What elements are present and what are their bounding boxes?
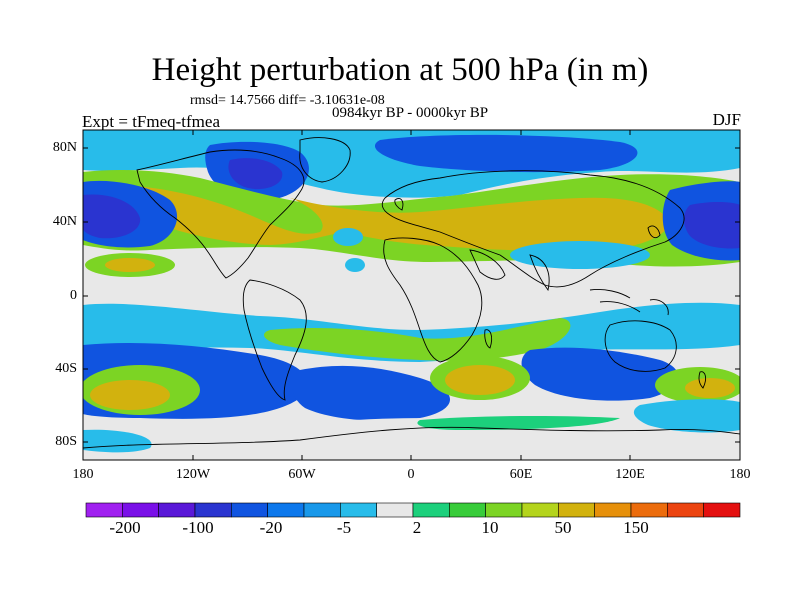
contour-field: [83, 130, 740, 460]
colorbar-swatch: [340, 502, 377, 518]
south-atlantic-high: [264, 318, 571, 361]
colorbar-swatch: [267, 502, 305, 518]
antarctica-coast: [83, 426, 740, 449]
axis-ticks: [82, 130, 741, 460]
colorbar-swatch: [521, 502, 559, 518]
colorbar-swatch: [594, 502, 632, 518]
colorbar-label: 50: [554, 518, 572, 537]
new-zealand-coast: [698, 371, 707, 389]
siberia-low: [374, 134, 638, 173]
experiment-label: Expt = tFmeq-tfmea: [82, 112, 221, 131]
south-indian-low: [521, 347, 679, 401]
lon-label-0: 0: [407, 467, 415, 482]
lat-label-80n: 80N: [52, 140, 77, 155]
lon-label-120w: 120W: [175, 467, 211, 482]
africa-coast: [383, 237, 483, 363]
canada-core-low: [228, 158, 283, 190]
south-america-coast: [242, 279, 307, 401]
arabia-coast: [469, 249, 506, 280]
antarctic-low-east: [633, 399, 740, 433]
eurasia-coast: [381, 170, 685, 288]
colorbar-swatch: [231, 502, 268, 518]
sio-high-core: [445, 365, 515, 395]
south-atlantic-low: [292, 365, 450, 421]
indo-blob: [510, 241, 650, 269]
colorbar-label: 10: [481, 518, 499, 537]
indonesia-coast: [589, 289, 669, 316]
lat-label-40s: 40S: [55, 361, 77, 376]
colorbar-swatch: [303, 502, 341, 518]
period-label: 0984kyr BP - 0000kyr BP: [331, 105, 489, 121]
colorbar-label: 150: [623, 518, 649, 537]
pacific-core-low-west: [83, 194, 141, 239]
colorbar-label: -20: [259, 518, 283, 537]
colorbar: [85, 502, 741, 518]
madagascar-coast: [484, 329, 493, 349]
colorbar-swatch: [194, 502, 232, 518]
colorbar-swatch: [630, 502, 668, 518]
lon-label-60w: 60W: [288, 467, 316, 482]
colorbar-swatch: [485, 502, 523, 518]
colorbar-swatch: [158, 502, 196, 518]
antarctic-ridge: [417, 415, 620, 430]
lat-label-80s: 80S: [55, 434, 77, 449]
antarctic-neutral: [83, 417, 740, 460]
greenland-coast: [299, 137, 351, 183]
ridge-high: [109, 185, 670, 251]
colorbar-swatch: [122, 502, 159, 518]
sh-subtropical-band: [83, 302, 740, 362]
stats-label: rmsd= 14.7566 diff= -3.10631e-08: [190, 93, 385, 108]
colorbar-swatch: [449, 502, 486, 518]
india-coast: [529, 254, 550, 292]
colorbar-label: -200: [109, 518, 141, 537]
north-america-coast: [136, 149, 305, 279]
lon-label-120e: 120E: [615, 467, 645, 482]
colorbar-swatch: [703, 502, 741, 518]
coastlines: [83, 137, 740, 449]
colorbar-label: -5: [336, 518, 352, 537]
lon-label-60e: 60E: [509, 467, 533, 482]
australia-coast: [604, 320, 677, 372]
colorbar-swatch: [376, 502, 414, 518]
pacific-subtropical-core: [105, 258, 155, 272]
japan-coast: [647, 225, 661, 239]
lon-label-180e: 180: [729, 467, 751, 482]
season-label: DJF: [712, 110, 741, 129]
colorbar-swatch: [667, 502, 704, 518]
lat-label-40n: 40N: [52, 214, 77, 229]
colorbar-label: 2: [412, 518, 422, 537]
lat-label-0: 0: [70, 288, 77, 303]
plot-title: Height perturbation at 500 hPa (in m): [151, 52, 649, 88]
uk-coast: [394, 198, 404, 211]
colorbar-swatch: [558, 502, 595, 518]
colorbar-swatch: [85, 502, 123, 518]
pacific-core-low-east: [684, 201, 740, 249]
atlantic-blob: [333, 228, 363, 246]
subtropical-blob: [345, 258, 365, 272]
sw-high-core: [90, 380, 170, 410]
colorbar-label: -100: [182, 518, 214, 537]
colorbar-swatch: [412, 502, 450, 518]
lon-label-180w: 180: [72, 467, 94, 482]
se-high-core: [685, 378, 735, 398]
